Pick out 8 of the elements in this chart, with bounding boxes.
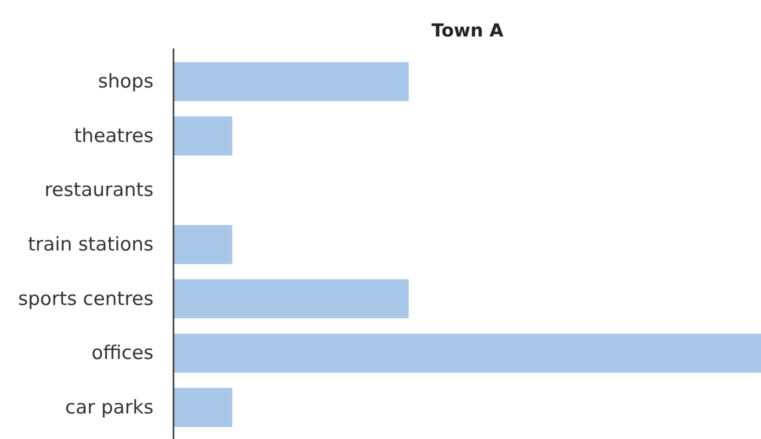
y-tick-label: shops <box>98 70 154 93</box>
y-tick-label: sports centres <box>18 288 154 310</box>
y-tick-label: car parks <box>65 396 154 418</box>
y-tick-label: train stations <box>28 234 154 256</box>
chart-title: Town A <box>432 20 504 42</box>
y-tick-label: theatres <box>74 124 154 147</box>
y-tick-label: offices <box>91 342 154 364</box>
y-tick-label: restaurants <box>44 179 154 202</box>
